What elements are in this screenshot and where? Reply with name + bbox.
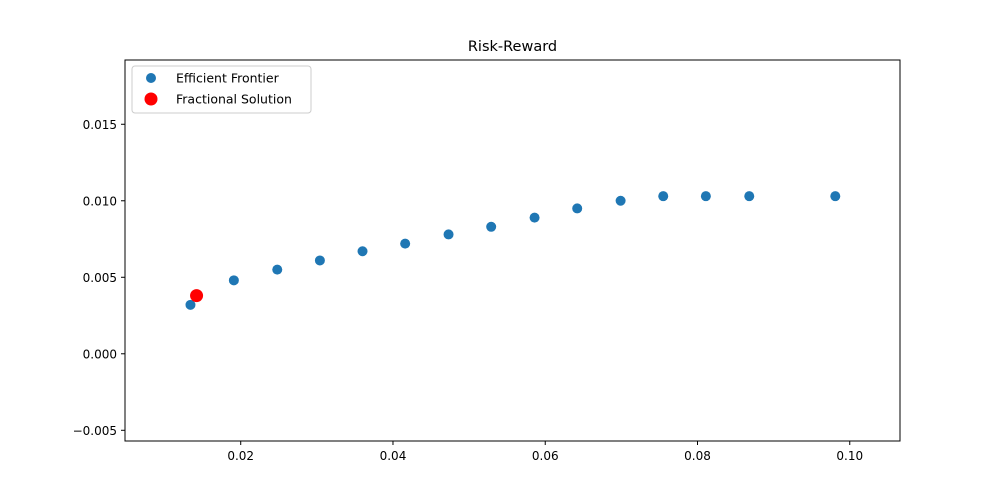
- efficient-frontier-point: [486, 221, 497, 232]
- efficient-frontier-point: [314, 255, 325, 266]
- fractional-solution-point: [190, 289, 204, 303]
- y-tick-label: 0.005: [83, 271, 117, 285]
- x-tick-label: 0.04: [380, 449, 407, 463]
- efficient-frontier-point: [615, 195, 626, 206]
- efficient-frontier-point: [228, 275, 239, 286]
- efficient-frontier-point: [185, 299, 196, 310]
- chart-title: Risk-Reward: [468, 39, 557, 55]
- y-tick-label: 0.010: [83, 194, 117, 208]
- y-axis: −0.005 0.000 0.005 0.010 0.015: [73, 118, 125, 438]
- efficient-frontier-point: [529, 212, 540, 223]
- legend-marker: [144, 92, 158, 106]
- efficient-frontier-point: [830, 191, 841, 202]
- legend-box: [131, 65, 312, 114]
- y-tick-label: 0.000: [83, 347, 117, 361]
- legend-label: Fractional Solution: [176, 92, 292, 107]
- efficient-frontier-point: [400, 238, 411, 249]
- x-tick-label: 0.08: [684, 449, 711, 463]
- x-axis: 0.02 0.04 0.06 0.08 0.10: [227, 441, 863, 463]
- plot-frame: [124, 59, 901, 442]
- efficient-frontier-point: [700, 191, 711, 202]
- y-tick-label: 0.015: [83, 118, 117, 132]
- data-points: [185, 191, 841, 310]
- efficient-frontier-point: [572, 203, 583, 214]
- x-tick-label: 0.06: [532, 449, 559, 463]
- legend-marker: [146, 73, 156, 83]
- y-tick-label: −0.005: [73, 424, 117, 438]
- x-tick-label: 0.02: [227, 449, 254, 463]
- efficient-frontier-point: [272, 264, 283, 275]
- efficient-frontier-point: [744, 191, 755, 202]
- efficient-frontier-point: [658, 191, 669, 202]
- x-tick-label: 0.10: [836, 449, 863, 463]
- legend-label: Efficient Frontier: [176, 71, 280, 86]
- efficient-frontier-point: [443, 229, 454, 240]
- legend: Efficient Frontier Fractional Solution: [131, 65, 312, 114]
- efficient-frontier-point: [357, 246, 368, 257]
